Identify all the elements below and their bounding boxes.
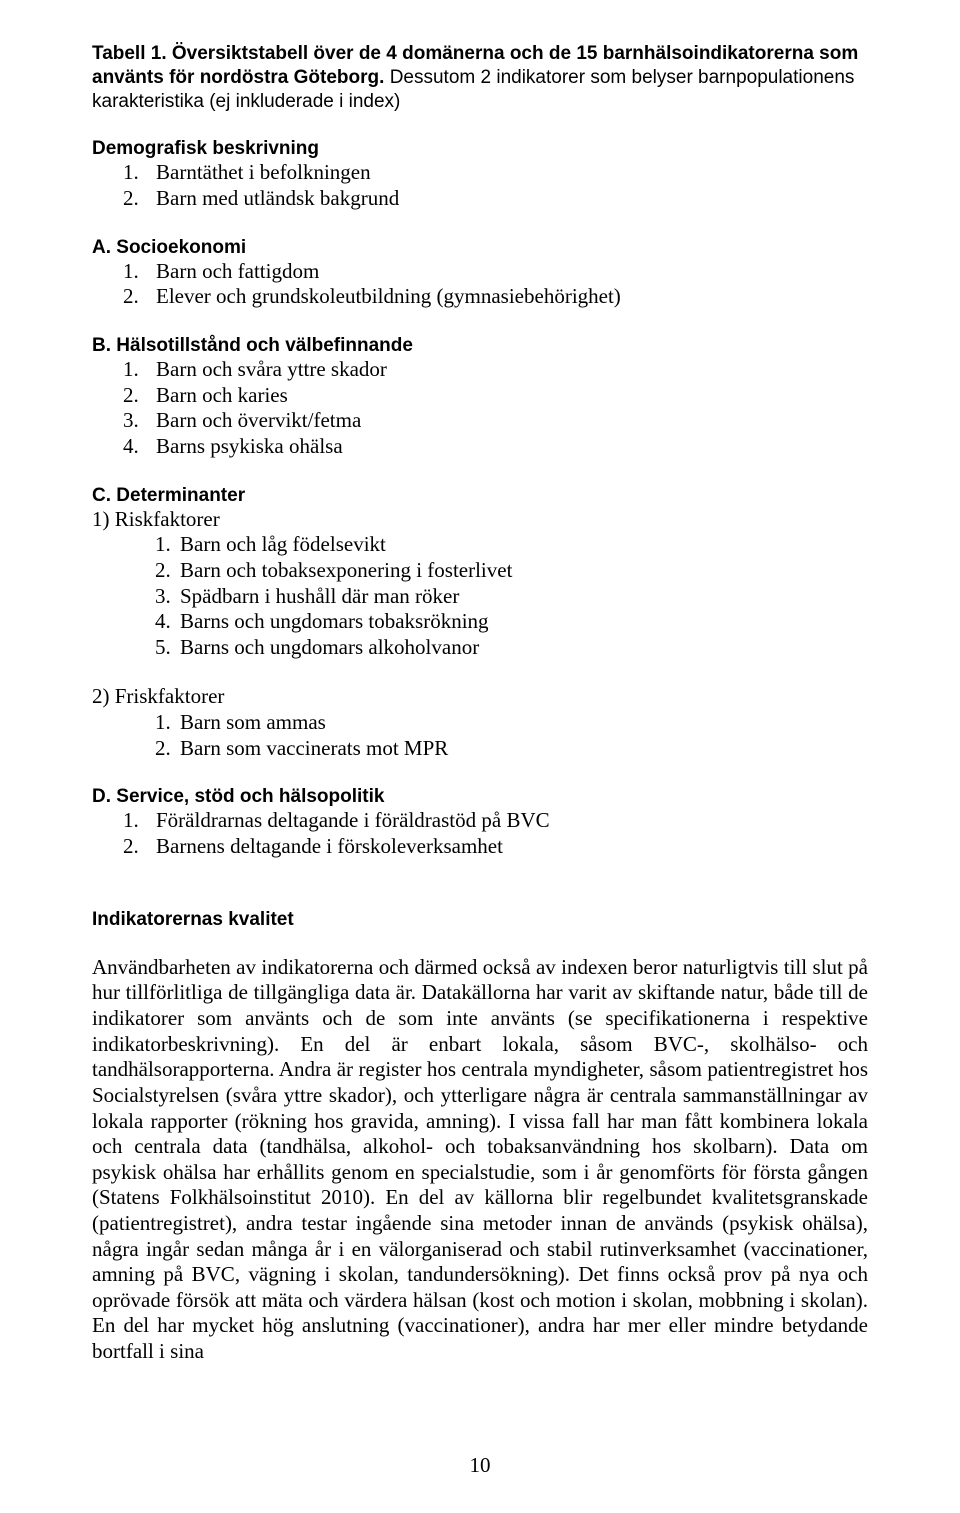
- section-d-list: Föräldrarnas deltagande i föräldrastöd p…: [92, 808, 868, 859]
- frisk-list: Barn som ammas Barn som vaccinerats mot …: [92, 710, 868, 761]
- list-item: Spädbarn i hushåll där man röker: [176, 584, 868, 610]
- page-number: 10: [0, 1453, 960, 1479]
- demografisk-heading: Demografisk beskrivning: [92, 137, 868, 160]
- frisk-label: 2) Friskfaktorer: [92, 684, 868, 710]
- list-item: Barn som ammas: [176, 710, 868, 736]
- table-caption-line1: Tabell 1. Översiktstabell över de 4 domä…: [92, 42, 868, 113]
- list-item: Barn som vaccinerats mot MPR: [176, 736, 868, 762]
- list-item: Barn med utländsk bakgrund: [144, 186, 868, 212]
- list-item: Föräldrarnas deltagande i föräldrastöd p…: [144, 808, 868, 834]
- section-b-list: Barn och svåra yttre skador Barn och kar…: [92, 357, 868, 459]
- list-item: Barn och låg födelsevikt: [176, 532, 868, 558]
- section-a-heading: A. Socioekonomi: [92, 236, 868, 259]
- list-item: Barn och tobaksexponering i fosterlivet: [176, 558, 868, 584]
- list-item: Barn och karies: [144, 383, 868, 409]
- risk-label: 1) Riskfaktorer: [92, 507, 868, 533]
- list-item: Barn och övervikt/fetma: [144, 408, 868, 434]
- caption-text-2b: (ej inkluderade i index): [209, 91, 400, 112]
- demografisk-list: Barntäthet i befolkningen Barn med utlän…: [92, 160, 868, 211]
- section-b-heading: B. Hälsotillstånd och välbefinnande: [92, 334, 868, 357]
- list-item: Barns psykiska ohälsa: [144, 434, 868, 460]
- quality-heading: Indikatorernas kvalitet: [92, 908, 868, 931]
- list-item: Barnens deltagande i förskoleverksamhet: [144, 834, 868, 860]
- section-a-list: Barn och fattigdom Elever och grundskole…: [92, 259, 868, 310]
- risk-list: Barn och låg födelsevikt Barn och tobaks…: [92, 532, 868, 660]
- quality-paragraph: Användbarheten av indikatorerna och därm…: [92, 955, 868, 1365]
- list-item: Barn och svåra yttre skador: [144, 357, 868, 383]
- list-item: Elever och grundskoleutbildning (gymnasi…: [144, 284, 868, 310]
- list-item: Barns och ungdomars tobaksrökning: [176, 609, 868, 635]
- section-d-heading: D. Service, stöd och hälsopolitik: [92, 785, 868, 808]
- page: Tabell 1. Översiktstabell över de 4 domä…: [0, 0, 960, 1513]
- list-item: Barntäthet i befolkningen: [144, 160, 868, 186]
- list-item: Barn och fattigdom: [144, 259, 868, 285]
- list-item: Barns och ungdomars alkoholvanor: [176, 635, 868, 661]
- section-c-heading: C. Determinanter: [92, 484, 868, 507]
